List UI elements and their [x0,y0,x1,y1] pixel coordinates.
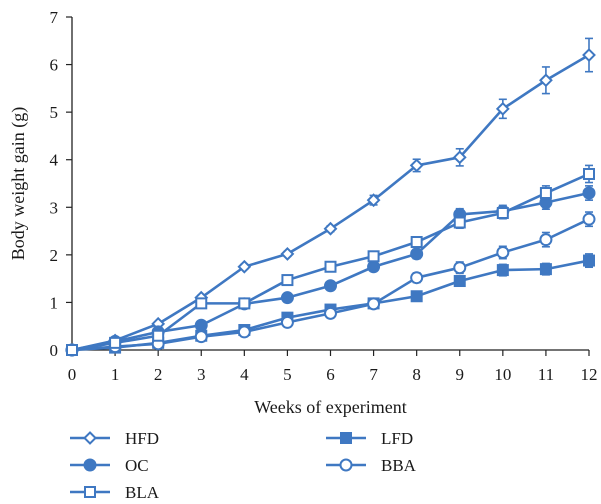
y-tick-label: 5 [50,103,59,122]
y-tick-label: 2 [50,246,59,265]
legend-label-oc: OC [125,456,149,475]
data-point-bla [496,206,509,219]
y-tick-label: 7 [50,8,59,27]
data-point-bla [109,336,122,349]
data-point-oc [324,279,337,293]
data-point-bba [496,245,510,259]
data-point-hfd [495,101,510,116]
legend-item-lfd: LFD [326,429,413,448]
legend-item-bla: BLA [70,483,160,502]
legend-label-bla: BLA [125,483,160,502]
x-tick-label: 0 [68,365,77,384]
data-point-oc [194,318,208,332]
data-point-hfd [452,150,467,165]
legend-item-oc: OC [70,456,149,475]
x-tick-label: 2 [154,365,163,384]
data-point-bba [453,261,467,275]
data-point-hfd [366,193,381,208]
x-tick-label: 4 [240,365,249,384]
data-point-hfd [409,158,424,173]
x-tick-label: 12 [581,365,598,384]
x-tick-label: 1 [111,365,120,384]
x-tick-label: 7 [369,365,378,384]
data-point-hfd [539,73,553,88]
x-tick-label: 9 [456,365,465,384]
y-tick-label: 3 [50,198,59,217]
legend-item-hfd: HFD [70,429,159,448]
data-point-lfd [583,254,595,267]
x-tick-label: 6 [326,365,335,384]
data-point-bba [280,315,294,329]
y-tick-label: 6 [50,56,59,75]
data-point-hfd [237,259,252,274]
data-point-oc [280,291,294,305]
legend-marker-oc [83,458,97,472]
data-point-bba [237,325,251,339]
data-point-bba [410,271,424,285]
x-tick-label: 10 [494,365,511,384]
legend-marker-bba [339,458,353,472]
legend-marker-lfd [340,432,352,444]
data-point-lfd [453,275,466,288]
data-point-bba [539,233,553,247]
data-point-oc [582,186,596,200]
data-point-bla [410,236,423,249]
data-point-bla [238,297,251,310]
y-tick-label: 1 [50,293,59,312]
data-point-oc [367,260,381,274]
series-bla [66,164,595,356]
data-point-hfd [280,246,295,261]
data-point-hfd [582,48,596,62]
y-axis-title: Body weight gain (g) [8,107,29,260]
data-point-bla [583,167,595,180]
data-point-bba [194,330,208,344]
data-point-lfd [539,263,552,276]
data-point-bla [66,344,78,356]
x-tick-label: 3 [197,365,206,384]
legend-marker-hfd [83,431,97,445]
legend-label-hfd: HFD [125,429,159,448]
x-axis-title: Weeks of experiment [254,397,407,417]
data-point-bba [324,306,337,320]
x-tick-label: 11 [538,365,554,384]
data-point-bla [152,329,165,342]
data-point-bla [281,274,294,287]
y-tick-label: 0 [50,341,59,360]
legend-marker-bla [84,486,96,498]
x-tick-label: 8 [412,365,421,384]
legend-label-lfd: LFD [381,429,413,448]
legend-label-bba: BBA [381,456,417,475]
x-tick-label: 5 [283,365,292,384]
data-point-bla [453,216,466,229]
data-point-bba [367,297,381,311]
data-point-bla [367,250,380,263]
data-point-bba [582,212,596,226]
legend: HFD LFD OC BBA BLA [70,429,417,502]
data-point-bla [539,187,552,200]
data-point-lfd [410,290,423,303]
data-point-bla [324,260,337,273]
data-point-lfd [496,264,509,277]
legend-item-bba: BBA [326,456,417,475]
data-point-hfd [323,221,338,236]
data-point-bla [195,297,208,310]
data-point-oc [410,247,424,261]
plot-area [65,37,596,357]
y-tick-label: 4 [50,151,59,170]
